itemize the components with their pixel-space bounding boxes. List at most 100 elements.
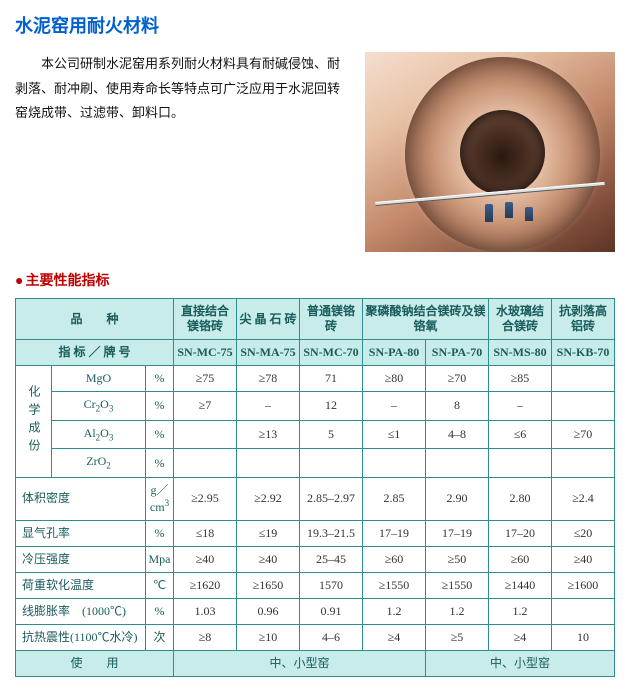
cell: ≥40 — [552, 546, 615, 572]
cell: 0.91 — [300, 598, 363, 624]
cell: ≤19 — [237, 520, 300, 546]
cell: 17–19 — [363, 520, 426, 546]
cell — [426, 449, 489, 478]
th-code: SN-PA-70 — [426, 340, 489, 366]
cell: 19.3–21.5 — [300, 520, 363, 546]
cell: 4–8 — [426, 420, 489, 449]
row-unit: ℃ — [146, 572, 174, 598]
row-unit: 次 — [146, 624, 174, 650]
cell: 2.80 — [489, 477, 552, 520]
row-label: Al2O3 — [52, 420, 146, 449]
cell: ≥4 — [489, 624, 552, 650]
cell: 17–20 — [489, 520, 552, 546]
row-label: Cr2O3 — [52, 392, 146, 421]
row-label: 体积密度 — [16, 477, 146, 520]
cell: ≥1650 — [237, 572, 300, 598]
cell: 1.2 — [363, 598, 426, 624]
cell: 2.85 — [363, 477, 426, 520]
cell — [363, 449, 426, 478]
th-col: 普通镁铬砖 — [300, 299, 363, 340]
cell: ≥2.95 — [174, 477, 237, 520]
section-heading: 主要性能指标 — [15, 270, 615, 290]
row-unit: Mpa — [146, 546, 174, 572]
cell: 71 — [300, 366, 363, 392]
cell: 1570 — [300, 572, 363, 598]
cell: ≥5 — [426, 624, 489, 650]
cell — [237, 449, 300, 478]
th-col: 抗剥落高铝砖 — [552, 299, 615, 340]
cell: ≥50 — [426, 546, 489, 572]
cell: ≥70 — [426, 366, 489, 392]
cell — [552, 449, 615, 478]
row-label: 荷重软化温度 — [16, 572, 146, 598]
usage-cell: 中、小型窑 — [174, 650, 426, 676]
th-col: 聚磷酸钠结合镁砖及镁铬氧 — [363, 299, 489, 340]
page-title: 水泥窑用耐火材料 — [15, 12, 615, 38]
cell: ≤1 — [363, 420, 426, 449]
cell: 1.2 — [426, 598, 489, 624]
cell: ≤18 — [174, 520, 237, 546]
row-unit: g／cm3 — [146, 477, 174, 520]
cell: 5 — [300, 420, 363, 449]
cell — [300, 449, 363, 478]
intro-row: 本公司研制水泥窑用系列耐火材料具有耐碱侵蚀、耐剥落、耐冲刷、使用寿命长等特点可广… — [15, 52, 615, 252]
row-label: 抗热震性(1100℃水冷) — [16, 624, 146, 650]
th-product: 品 种 — [16, 299, 174, 340]
row-unit: % — [146, 520, 174, 546]
cell: ≥13 — [237, 420, 300, 449]
intro-text: 本公司研制水泥窑用系列耐火材料具有耐碱侵蚀、耐剥落、耐冲刷、使用寿命长等特点可广… — [15, 52, 351, 252]
cell: ≥8 — [174, 624, 237, 650]
usage-cell: 中、小型窑 — [426, 650, 615, 676]
cell: 1.03 — [174, 598, 237, 624]
cell: ≥1440 — [489, 572, 552, 598]
row-unit: % — [146, 420, 174, 449]
th-code: SN-MC-70 — [300, 340, 363, 366]
cell: ≤6 — [489, 420, 552, 449]
cell: ≥4 — [363, 624, 426, 650]
th-code: SN-MS-80 — [489, 340, 552, 366]
cell: ≥80 — [363, 366, 426, 392]
cell: ≥75 — [174, 366, 237, 392]
cell: 2.85–2.97 — [300, 477, 363, 520]
th-code: SN-MC-75 — [174, 340, 237, 366]
th-col: 尖 晶 石 砖 — [237, 299, 300, 340]
cell: 8 — [426, 392, 489, 421]
cell: 17–19 — [426, 520, 489, 546]
cell: ≥70 — [552, 420, 615, 449]
cell: ≥60 — [363, 546, 426, 572]
th-code: SN-KB-70 — [552, 340, 615, 366]
cell: ≥40 — [174, 546, 237, 572]
row-unit: % — [146, 392, 174, 421]
cell: ≥1550 — [426, 572, 489, 598]
cell: 12 — [300, 392, 363, 421]
chem-group: 化学成份 — [16, 366, 52, 478]
th-spec-code: 指 标 ／ 牌 号 — [16, 340, 174, 366]
cell: – — [489, 392, 552, 421]
cell: ≥1600 — [552, 572, 615, 598]
cell: 10 — [552, 624, 615, 650]
cell: – — [363, 392, 426, 421]
row-label: 线膨胀率 (1000℃) — [16, 598, 146, 624]
th-code: SN-MA-75 — [237, 340, 300, 366]
cell: ≥40 — [237, 546, 300, 572]
row-label: MgO — [52, 366, 146, 392]
cell — [552, 598, 615, 624]
cell: ≥7 — [174, 392, 237, 421]
row-unit: % — [146, 449, 174, 478]
cell: ≤20 — [552, 520, 615, 546]
cell — [174, 449, 237, 478]
cell: 2.90 — [426, 477, 489, 520]
row-unit: % — [146, 366, 174, 392]
cell: 1.2 — [489, 598, 552, 624]
cell — [489, 449, 552, 478]
spec-table: 品 种 直接结合镁铬砖 尖 晶 石 砖 普通镁铬砖 聚磷酸钠结合镁砖及镁铬氧 水… — [15, 298, 615, 677]
row-unit: % — [146, 598, 174, 624]
kiln-photo — [365, 52, 615, 252]
th-col: 直接结合镁铬砖 — [174, 299, 237, 340]
cell: ≥10 — [237, 624, 300, 650]
th-code: SN-PA-80 — [363, 340, 426, 366]
cell: ≥60 — [489, 546, 552, 572]
cell — [174, 420, 237, 449]
cell: ≥78 — [237, 366, 300, 392]
cell: ≥2.4 — [552, 477, 615, 520]
